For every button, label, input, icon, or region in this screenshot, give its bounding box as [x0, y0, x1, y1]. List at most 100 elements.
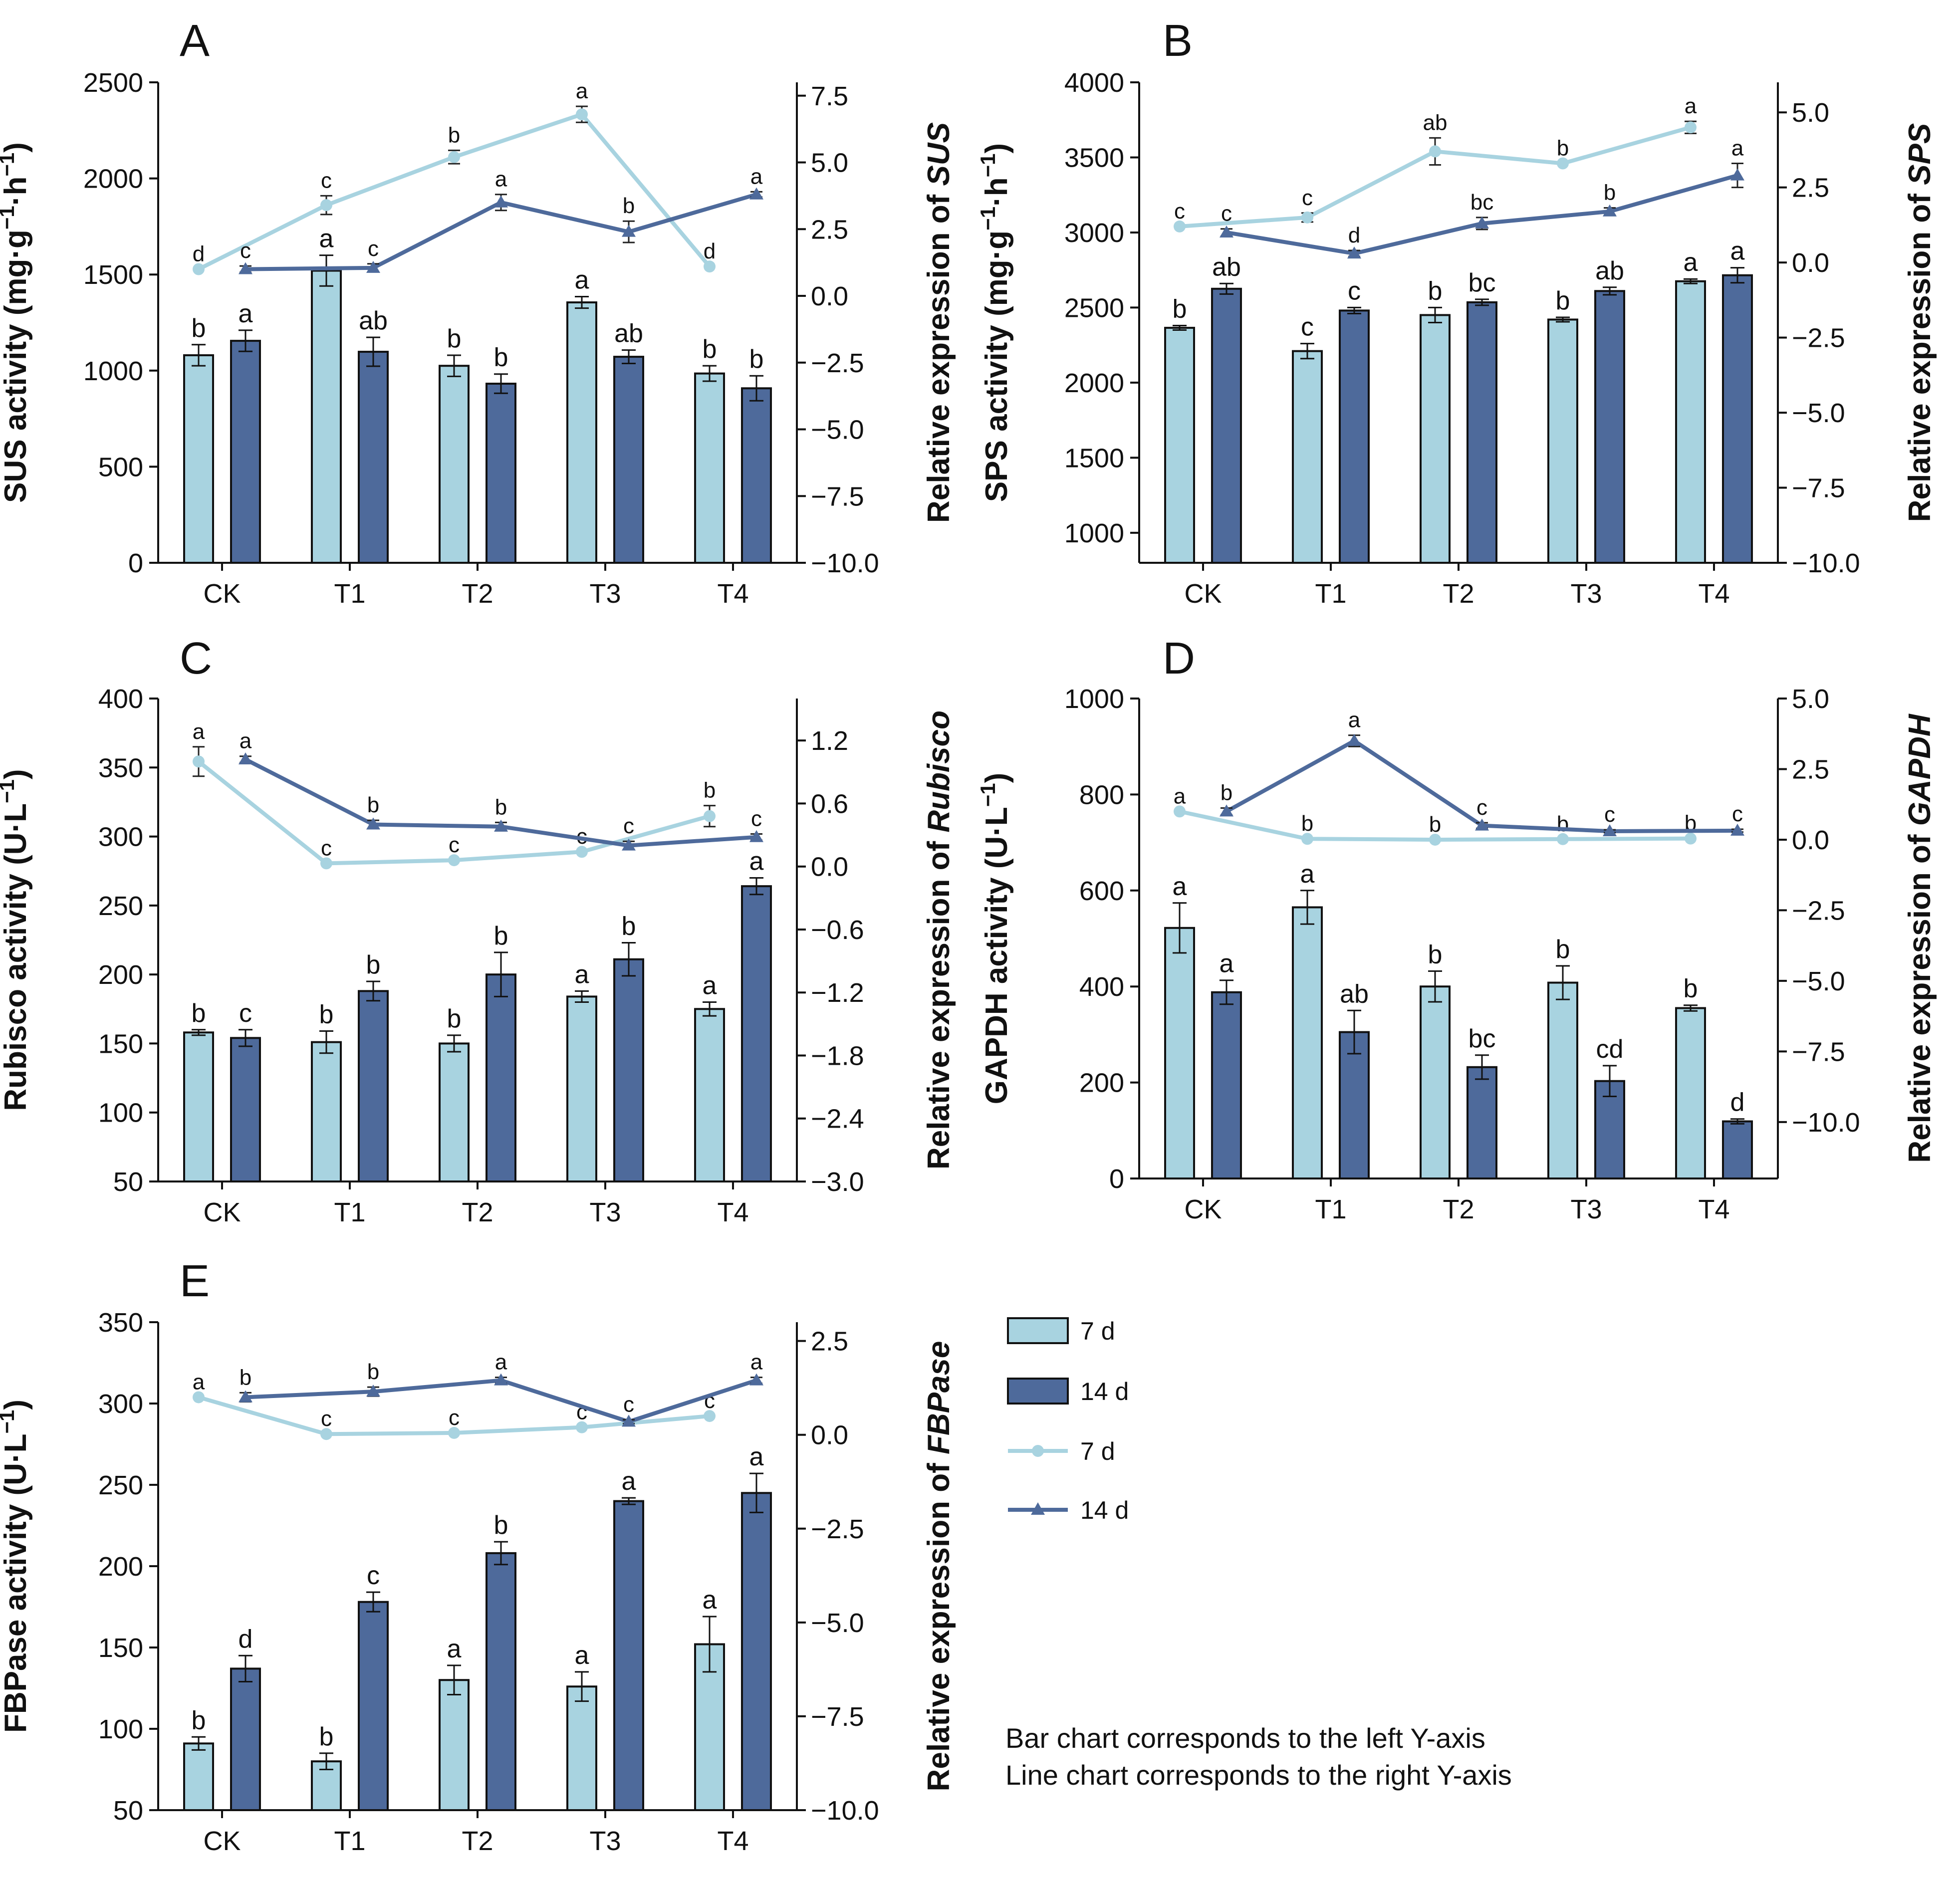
bar-significance-7d: b	[192, 314, 206, 343]
left-tick-label: 400	[98, 684, 143, 714]
line-point-14d	[1730, 823, 1744, 836]
line-significance-14d: d	[1348, 223, 1360, 247]
right-tick-label: −5.0	[811, 415, 864, 445]
line-point-7d	[193, 1391, 205, 1404]
right-tick-label: −5.0	[1792, 398, 1845, 428]
bar-14d	[1722, 274, 1753, 564]
legend-swatch-bar-14d	[1007, 1378, 1069, 1405]
bar-14d	[358, 990, 389, 1182]
line-point-14d	[1220, 804, 1233, 817]
right-tick-label: 5.0	[1792, 684, 1829, 714]
left-tick-label: 500	[98, 452, 143, 482]
left-tick-label: 250	[98, 891, 143, 921]
right-tick-label: 2.5	[1792, 173, 1829, 203]
line-point-7d	[193, 755, 205, 768]
bar-significance-7d: b	[192, 999, 206, 1028]
bar-7d	[566, 995, 597, 1182]
bar-7d	[183, 1031, 214, 1183]
line-point-7d	[1174, 220, 1186, 233]
left-tick-label: 200	[1079, 1068, 1124, 1098]
left-tick-label: 600	[1079, 876, 1124, 906]
left-tick-label: 1000	[83, 356, 143, 386]
line-point-14d	[239, 752, 252, 765]
bar-significance-14d: cd	[1596, 1035, 1624, 1064]
line-significance-7d: c	[449, 833, 460, 857]
left-tick-label: 50	[113, 1167, 143, 1197]
bar-14d	[613, 1500, 644, 1812]
left-tick-label: 400	[1079, 972, 1124, 1002]
x-tick-label: T4	[717, 579, 748, 609]
bar-14d	[230, 340, 261, 564]
x-tick-label: T2	[1443, 579, 1474, 609]
bar-7d	[694, 372, 725, 564]
bar-significance-7d: a	[1173, 872, 1187, 901]
line-point-14d	[1347, 246, 1361, 259]
line-significance-14d: c	[751, 806, 762, 831]
left-tick-label: 150	[98, 1029, 143, 1059]
right-tick-label: −0.6	[811, 915, 864, 945]
line-significance-14d: a	[495, 167, 507, 192]
line-point-7d	[704, 260, 716, 273]
left-tick-label: 1000	[1064, 684, 1124, 714]
panel-label: E	[180, 1256, 210, 1306]
right-axis-title: Relative expression of Rubisco	[922, 710, 956, 1170]
right-tick-label: 0.0	[1792, 248, 1829, 278]
panel-label: C	[180, 634, 212, 684]
legend-label-bar-7d: 7 d	[1080, 1317, 1115, 1345]
bar-significance-14d: d	[239, 1625, 253, 1653]
left-tick-label: 1500	[83, 260, 143, 290]
right-tick-label: −7.5	[1792, 473, 1845, 503]
left-axis-title: Rubisco activity (U·L−1)	[0, 769, 33, 1111]
bar-significance-7d: a	[575, 1641, 589, 1670]
line-significance-14d: c	[623, 1393, 634, 1417]
bar-7d	[311, 1041, 342, 1182]
bar-14d	[1467, 1066, 1497, 1179]
x-tick-label: T1	[334, 579, 365, 609]
bar-14d	[741, 387, 772, 564]
line-significance-7d: c	[321, 836, 332, 860]
line-significance-7d: a	[1685, 94, 1697, 118]
line-point-7d	[576, 1421, 588, 1433]
line-significance-7d: c	[321, 168, 332, 193]
bar-significance-14d: a	[1220, 949, 1234, 978]
line-significance-7d: c	[1174, 199, 1185, 224]
x-tick-label: CK	[1184, 1194, 1222, 1224]
right-tick-label: −2.5	[811, 348, 864, 378]
left-tick-label: 2500	[83, 68, 143, 98]
right-tick-label: −2.4	[811, 1104, 864, 1134]
bar-significance-7d: b	[1556, 935, 1570, 964]
bar-7d	[439, 1679, 470, 1811]
right-tick-label: 2.5	[1792, 754, 1829, 784]
bar-14d	[1722, 1120, 1753, 1179]
bar-significance-14d: bc	[1469, 268, 1496, 297]
left-tick-label: 100	[98, 1098, 143, 1128]
right-tick-label: −5.0	[1792, 966, 1845, 996]
bar-14d	[613, 356, 644, 564]
bar-significance-14d: ab	[614, 319, 643, 348]
x-tick-label: T2	[462, 1197, 493, 1227]
line-significance-14d: c	[623, 814, 634, 838]
legend-label-bar-14d: 14 d	[1080, 1378, 1129, 1406]
bar-significance-14d: ab	[359, 306, 388, 335]
x-tick-label: CK	[203, 1197, 241, 1227]
bar-significance-14d: ab	[1340, 979, 1369, 1008]
bar-7d	[1292, 350, 1323, 564]
bar-significance-7d: a	[575, 265, 589, 294]
line-significance-7d: b	[1429, 812, 1441, 837]
bar-significance-7d: c	[1301, 313, 1314, 342]
bar-7d	[1292, 906, 1323, 1179]
line-point-7d	[1301, 211, 1313, 224]
bar-7d	[183, 1742, 214, 1812]
bar-significance-7d: b	[1684, 974, 1698, 1003]
x-tick-label: T4	[717, 1826, 748, 1856]
line-significance-14d: a	[1348, 708, 1361, 732]
right-axis-title: Relative expression of GAPDH	[1903, 713, 1937, 1163]
line-significance-7d: b	[1557, 812, 1569, 836]
bar-7d	[439, 1042, 470, 1182]
bar-14d	[358, 351, 389, 564]
right-tick-label: −2.5	[811, 1514, 864, 1544]
x-tick-label: T4	[1698, 579, 1729, 609]
line-point-7d	[193, 263, 205, 275]
left-tick-label: 200	[98, 1552, 143, 1582]
